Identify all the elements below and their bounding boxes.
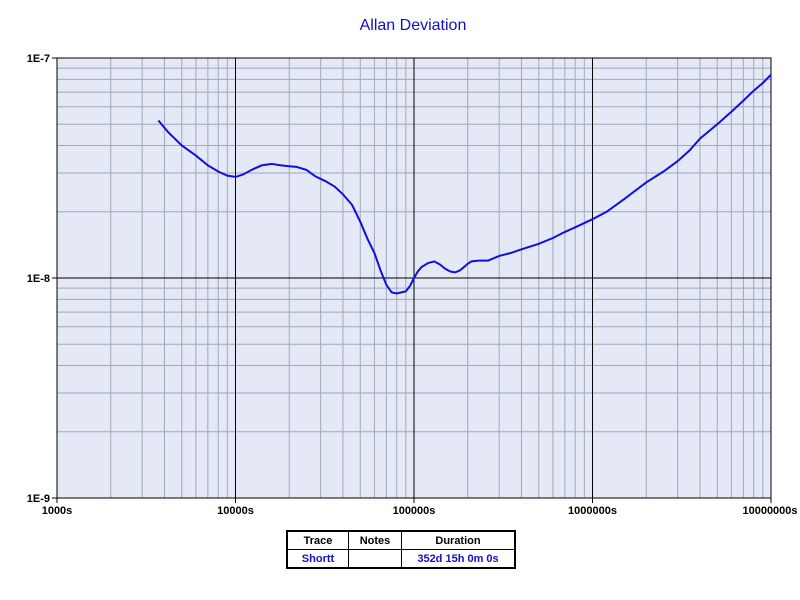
x-tick-label: 1000s (42, 505, 73, 517)
legend-header-trace: Trace (286, 530, 349, 550)
legend-header-row: Trace Notes Duration (286, 530, 516, 550)
series-line-shortt (157, 73, 772, 295)
chart-title: Allan Deviation (359, 17, 467, 34)
x-tick-label: 100000s (393, 505, 436, 517)
y-axis-ticks (52, 57, 57, 499)
legend-header-notes: Notes (348, 530, 402, 550)
x-axis-labels: 1000s 10000s 100000s 1000000s 10000000s (42, 505, 798, 517)
y-tick-label: 1E-9 (27, 493, 50, 505)
y-tick-label: 1E-7 (27, 53, 50, 65)
legend-header-duration: Duration (401, 530, 516, 550)
x-axis-ticks (56, 498, 772, 503)
legend-cell-notes (348, 549, 402, 569)
x-tick-label: 10000s (217, 505, 254, 517)
legend-cell-duration: 352d 15h 0m 0s (401, 549, 516, 569)
legend-cell-trace: Shortt (286, 549, 349, 569)
x-tick-label: 1000000s (568, 505, 617, 517)
x-tick-label: 10000000s (742, 505, 797, 517)
legend-table: Trace Notes Duration Shortt 352d 15h 0m … (286, 530, 516, 569)
legend-row: Shortt 352d 15h 0m 0s (286, 549, 516, 569)
y-tick-label: 1E-8 (27, 273, 50, 285)
y-axis-labels: 1E-7 1E-8 1E-9 (27, 53, 50, 505)
